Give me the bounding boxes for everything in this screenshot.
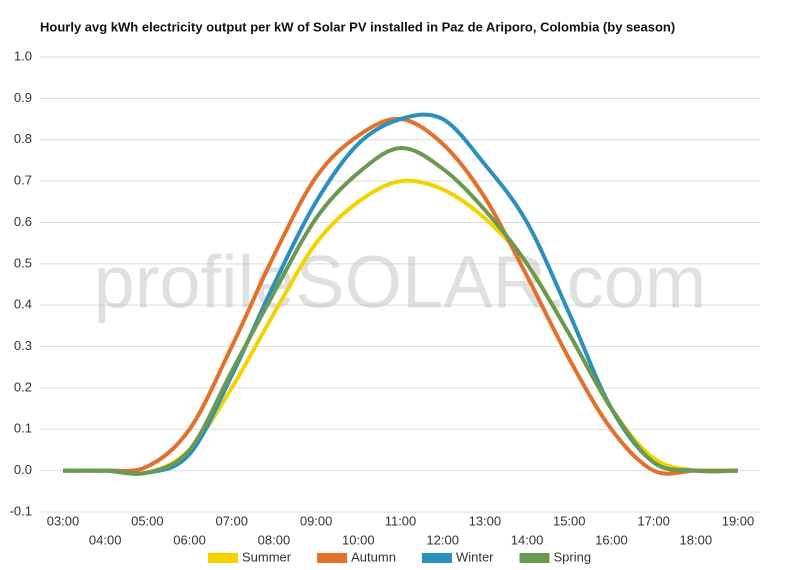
x-tick-label: 15:00 [553, 513, 586, 528]
legend-label: Spring [554, 549, 592, 564]
x-tick-label: 05:00 [131, 513, 164, 528]
x-tick-label: 14:00 [511, 532, 544, 547]
series-line [62, 146, 739, 476]
x-tick-label: 18:00 [680, 532, 713, 547]
y-tick-label: 0.2 [14, 379, 32, 394]
x-tick-label: 10:00 [342, 532, 375, 547]
y-tick-label: 0.7 [14, 173, 32, 188]
legend: Summer Autumn Winter Spring [208, 549, 591, 564]
x-tick-label: 12:00 [426, 532, 459, 547]
x-tick-label: 06:00 [173, 532, 206, 547]
legend-label: Summer [242, 549, 292, 564]
y-tick-label: 1.0 [14, 48, 32, 63]
x-tick-label: 17:00 [637, 513, 670, 528]
x-tick-label: 07:00 [215, 513, 248, 528]
legend-label: Autumn [351, 549, 396, 564]
legend-swatch [317, 553, 348, 563]
x-tick-label: 09:00 [300, 513, 333, 528]
x-tick-label: 16:00 [595, 532, 628, 547]
legend-swatch [421, 553, 452, 563]
chart-title: Hourly avg kWh electricity output per kW… [40, 19, 675, 34]
x-tick-label: 11:00 [385, 513, 417, 528]
y-tick-label: 0.5 [14, 255, 32, 270]
y-tick-label: 0.9 [14, 90, 32, 105]
series-line [62, 178, 739, 476]
legend-label: Winter [456, 549, 494, 564]
legend-swatch [519, 553, 550, 563]
legend-swatch [208, 553, 238, 563]
y-tick-label: 0.8 [14, 131, 32, 146]
x-tick-label: 19:00 [722, 513, 755, 528]
y-tick-label: 0.0 [14, 462, 32, 477]
x-tick-label: 03:00 [47, 513, 80, 528]
y-tick-label: 0.6 [14, 214, 32, 229]
y-tick-label: 0.3 [14, 338, 32, 353]
y-tick-label: 0.4 [14, 297, 32, 312]
y-tick-label: -0.1 [10, 503, 32, 518]
y-tick-label: 0.1 [14, 421, 32, 436]
x-tick-label: 13:00 [469, 513, 502, 528]
x-tick-label: 04:00 [89, 532, 122, 547]
x-tick-label: 08:00 [258, 532, 291, 547]
watermark: profileSOLAR.com [94, 241, 707, 324]
